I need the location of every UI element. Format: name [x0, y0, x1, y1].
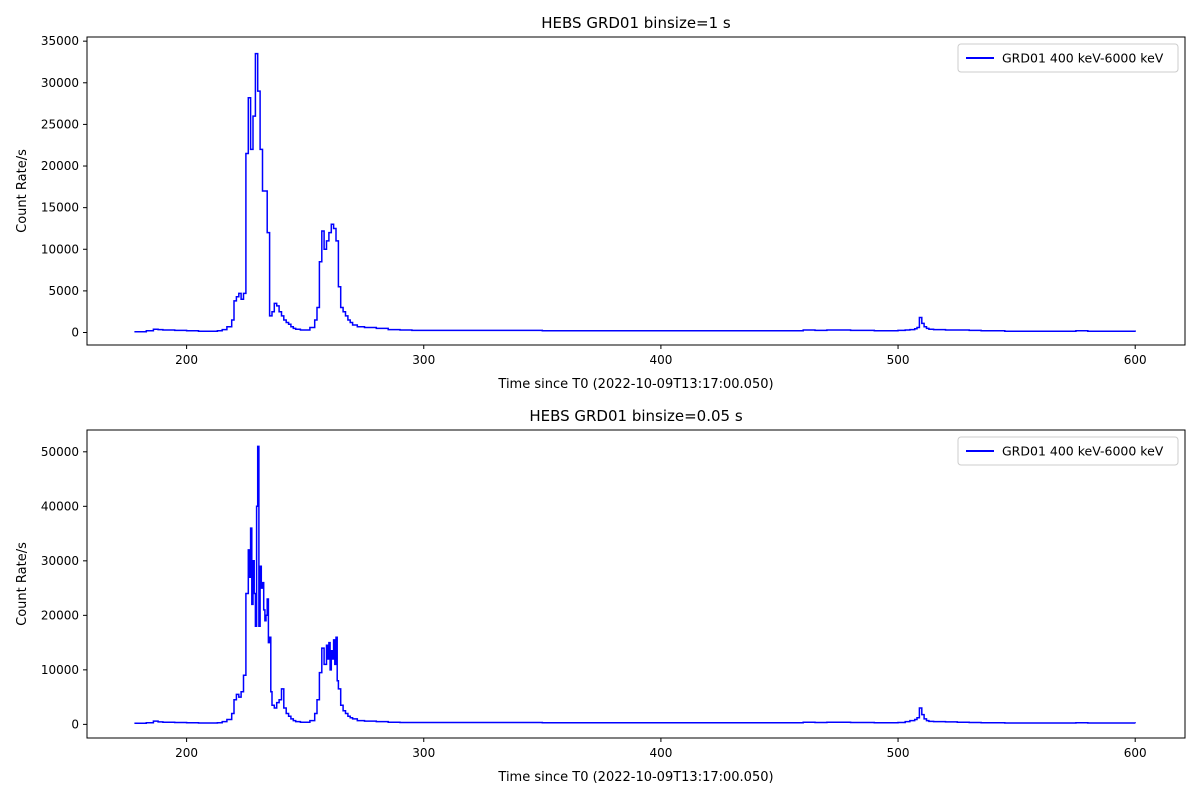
bottom-chart-legend-box	[957, 436, 1179, 466]
top-chart-ytick-label: 35000	[41, 34, 79, 48]
bottom-chart-ytick-label: 0	[71, 717, 79, 731]
bottom-chart-axes-frame	[86, 429, 1186, 739]
top-chart-xtick-label: 600	[1124, 353, 1147, 367]
bottom-chart-title: HEBS GRD01 binsize=0.05 s	[529, 407, 743, 425]
top-chart-ticks: 200 300 400 500 600 0 5000 10000 15000 20000 25000…	[41, 34, 1147, 367]
bottom-chart-xtick-label: 500	[887, 746, 910, 760]
bottom-chart-legend: GRD01 400 keV-6000 keV	[957, 436, 1179, 466]
bottom-chart-xlabel: Time since T0 (2022-10-09T13:17:00.050)	[497, 770, 773, 785]
bottom-chart-ylabel: Count Rate/s	[15, 542, 30, 626]
bottom-chart-ytick-label: 30000	[41, 554, 79, 568]
top-chart-xtick-label: 400	[649, 353, 672, 367]
bottom-chart-xtick-label: 600	[1124, 746, 1147, 760]
bottom-chart-ticks: 200 300 400 500 600 0 10000 20000 30000 40000 5000…	[41, 445, 1147, 760]
top-chart-legend: GRD01 400 keV-6000 keV	[957, 43, 1179, 73]
top-chart-ytick-label: 25000	[41, 117, 79, 131]
bottom-chart-ytick-label: 10000	[41, 663, 79, 677]
bottom-chart-xtick-label: 200	[175, 746, 198, 760]
bottom-chart-xtick-label: 300	[412, 746, 435, 760]
bottom-chart-ytick-label: 20000	[41, 608, 79, 622]
bottom-chart-xtick-label: 400	[649, 746, 672, 760]
top-chart-ytick-label: 5000	[48, 284, 79, 298]
top-chart-ytick-label: 10000	[41, 242, 79, 256]
bottom-chart-ytick-label: 40000	[41, 499, 79, 513]
top-chart-title: HEBS GRD01 binsize=1 s	[541, 14, 731, 32]
top-chart-series-line	[134, 52, 1136, 333]
top-chart-ytick-label: 0	[71, 326, 79, 340]
top-chart-xtick-label: 300	[412, 353, 435, 367]
bottom-chart-legend-label: GRD01 400 keV-6000 keV	[1002, 444, 1164, 459]
bottom-chart-ytick-label: 50000	[41, 445, 79, 459]
bottom-chart-series-line	[134, 445, 1136, 725]
top-chart-legend-box	[957, 43, 1179, 73]
top-chart-xtick-label: 200	[175, 353, 198, 367]
top-chart-legend-label: GRD01 400 keV-6000 keV	[1002, 51, 1164, 66]
top-chart-panel: HEBS GRD01 binsize=1 s Time since T0 (20…	[15, 14, 1186, 392]
top-chart-ytick-label: 15000	[41, 201, 79, 215]
top-chart-ylabel: Count Rate/s	[15, 149, 30, 233]
top-chart-xlabel: Time since T0 (2022-10-09T13:17:00.050)	[497, 377, 773, 392]
top-chart-xtick-label: 500	[887, 353, 910, 367]
top-chart-axes-frame	[86, 36, 1186, 346]
top-chart-ytick-label: 20000	[41, 159, 79, 173]
bottom-chart-panel: HEBS GRD01 binsize=0.05 s Time since T0 …	[15, 407, 1186, 785]
top-chart-ytick-label: 30000	[41, 76, 79, 90]
